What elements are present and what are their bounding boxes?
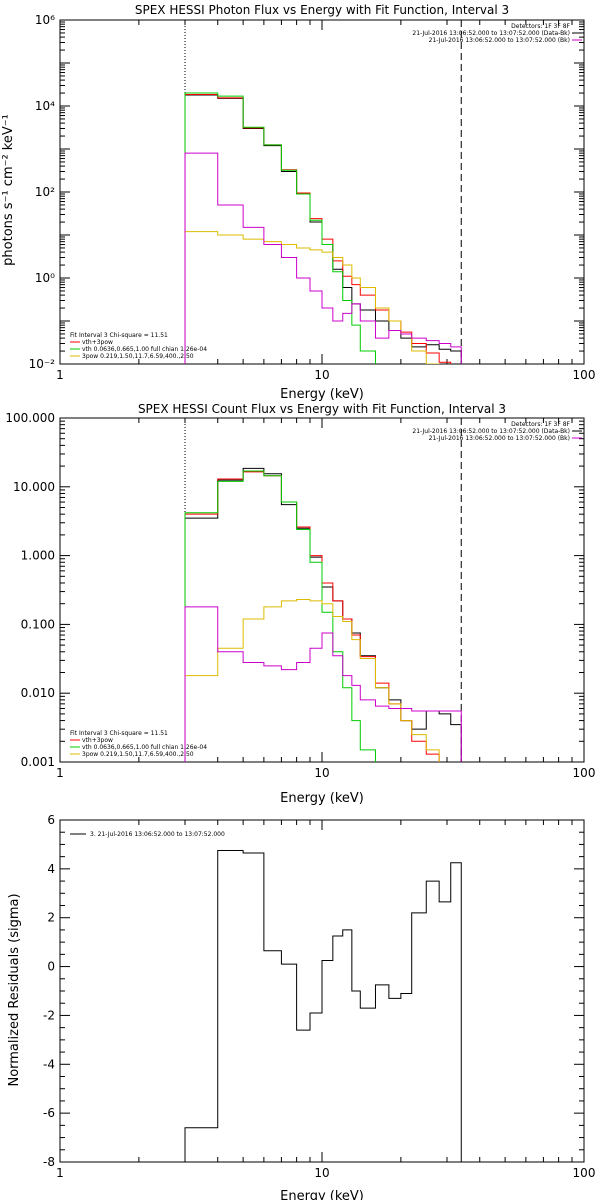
legend-text: 3pow 0.219,1.50,11.7,6.59,400.,2.50 — [82, 751, 194, 758]
y-tick-label: 0.100 — [21, 617, 55, 631]
series-group — [184, 850, 462, 1162]
header-text: Detectors: 1F 3F 8F — [511, 23, 570, 30]
photon-flux-plot: 1 10 100 10⁻² 10⁰ 10² 10⁴ 10⁶ Detectors: 1F 3F 8… — [29, 13, 596, 382]
x-axis-label: Energy (keV) — [280, 387, 364, 402]
y-tick-label: 0 — [47, 960, 55, 974]
y-tick-label: 1.000 — [21, 549, 55, 563]
count-flux-panel: SPEX HESSI Count Flux vs Energy with Fit… — [5, 402, 595, 806]
x-tick-label: 10 — [314, 766, 329, 780]
series-line — [184, 152, 462, 364]
series-group — [184, 92, 462, 364]
legend-text: vth+3pow — [82, 339, 113, 346]
x-tick-label: 100 — [573, 1166, 596, 1180]
series-line — [184, 599, 440, 762]
residuals-panel: 1 10 100 -8 -6 -4 -2 0 2 4 6 3. 21-Jul-2016 13:06:5… — [7, 813, 595, 1200]
header-text: 21-Jul-2016 13:06:52.000 to 13:07:52.000… — [429, 435, 570, 442]
y-axis-label: Normalized Residuals (sigma) — [7, 893, 22, 1086]
header-text: 21-Jul-2016 13:06:52.000 to 13:07:52.000… — [412, 428, 570, 435]
y-tick-label: 4 — [47, 862, 55, 876]
y-tick-label: -8 — [43, 1155, 55, 1169]
x-tick-label: 1 — [56, 1166, 64, 1180]
legend-text: 3. 21-Jul-2016 13:06:52.000 to 13:07:52.… — [90, 831, 225, 838]
y-tick-label: 10⁰ — [35, 271, 55, 285]
legend-text: 3pow 0.219,1.50,11.7,6.59,400.,2.50 — [82, 353, 194, 360]
series-group — [184, 467, 462, 762]
x-axis-label: Energy (keV) — [280, 1189, 364, 1200]
y-tick-label: 10.000 — [13, 480, 55, 494]
residuals-plot: 1 10 100 -8 -6 -4 -2 0 2 4 6 3. 21-Jul-2016 13:06:5… — [43, 813, 596, 1180]
legend-text: vth 0.0636,0.665,1.00 full chian 1.26e-0… — [82, 346, 207, 353]
y-tick-label: -2 — [43, 1008, 55, 1022]
header-text: Detectors: 1F 3F 8F — [511, 421, 570, 428]
count-flux-plot: 1 10 100 0.001 0.010 0.100 1.000 10.000 100.000 D… — [5, 411, 596, 780]
series-line — [184, 92, 376, 364]
y-tick-label: 10⁶ — [35, 13, 55, 27]
y-tick-label: 100.000 — [5, 411, 55, 425]
y-tick-label: 6 — [47, 813, 55, 827]
series-line — [184, 606, 462, 762]
y-tick-label: -6 — [43, 1106, 55, 1120]
photon-flux-panel: SPEX HESSI Photon Flux vs Energy with Fi… — [1, 3, 596, 402]
x-tick-label: 10 — [314, 368, 329, 382]
x-tick-label: 1 — [56, 368, 64, 382]
series-line — [184, 470, 376, 762]
y-tick-label: 10² — [35, 185, 55, 199]
x-tick-label: 100 — [573, 766, 596, 780]
series-line — [184, 850, 462, 1162]
y-tick-label: 0.010 — [21, 686, 55, 700]
legend-text: vth+3pow — [82, 737, 113, 744]
x-axis-label: Energy (keV) — [280, 791, 364, 806]
y-tick-label: 10⁻² — [29, 357, 56, 371]
y-axis-label: photons s⁻¹ cm⁻² keV⁻¹ — [1, 114, 16, 266]
chart-title: SPEX HESSI Photon Flux vs Energy with Fi… — [135, 3, 509, 17]
legend-text: vth 0.0636,0.665,1.00 full chian 1.26e-0… — [82, 744, 207, 751]
y-tick-label: 2 — [47, 911, 55, 925]
chart-title: SPEX HESSI Count Flux vs Energy with Fit… — [138, 402, 506, 416]
y-tick-label: 0.001 — [21, 755, 55, 769]
x-tick-label: 100 — [573, 368, 596, 382]
x-tick-label: 10 — [314, 1166, 329, 1180]
legend-text: Fit Interval 3 Chi-square = 11.51 — [70, 730, 168, 737]
y-tick-label: -4 — [43, 1057, 55, 1071]
y-tick-label: 10⁴ — [35, 99, 55, 113]
legend-text: Fit Interval 3 Chi-square = 11.51 — [70, 332, 168, 339]
x-tick-label: 1 — [56, 766, 64, 780]
header-text: 21-Jul-2016 13:06:52.000 to 13:07:52.000… — [412, 30, 570, 37]
header-text: 21-Jul-2016 13:06:52.000 to 13:07:52.000… — [429, 37, 570, 44]
